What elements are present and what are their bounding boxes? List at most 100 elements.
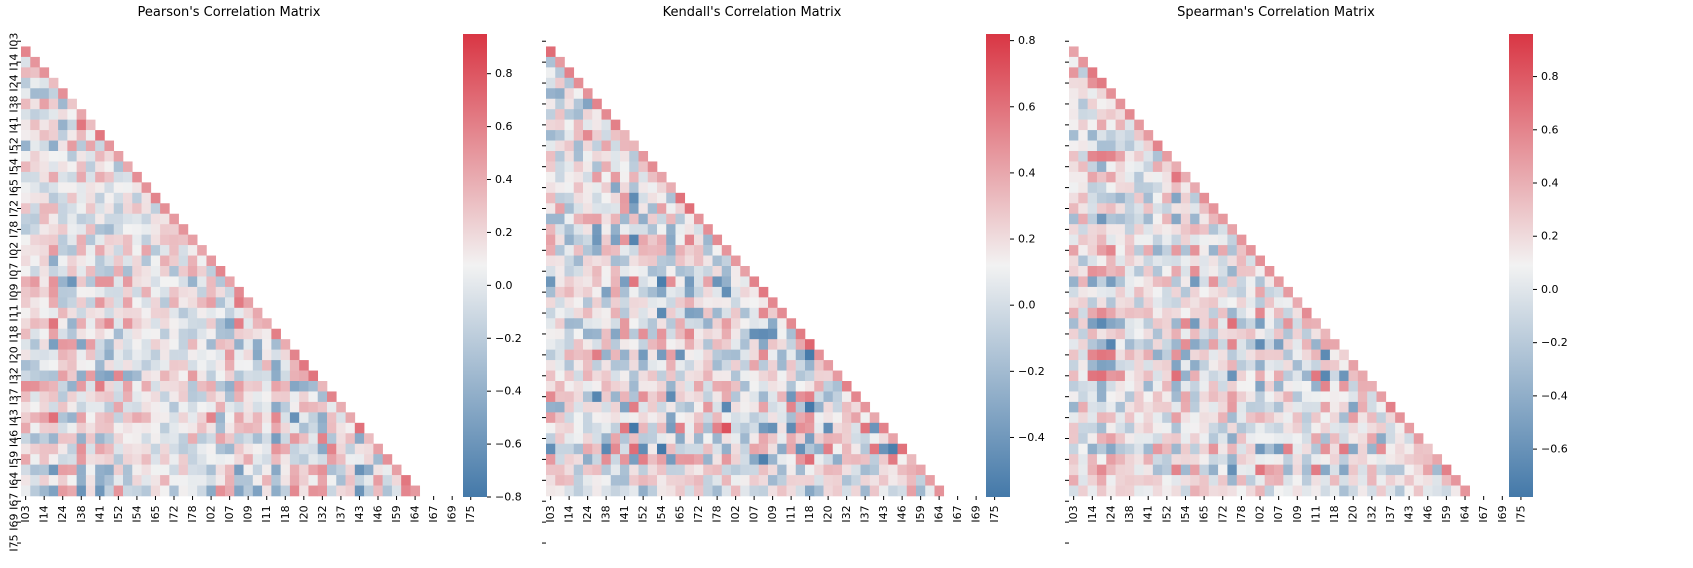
heatmap-cell — [197, 454, 207, 465]
heatmap-cell — [768, 328, 778, 340]
heatmap-cell — [1227, 318, 1238, 330]
heatmap-cell — [657, 255, 667, 267]
heatmap-cell — [206, 307, 217, 319]
heatmap-cell — [1134, 433, 1144, 445]
heatmap-cell — [1367, 454, 1377, 465]
heatmap-cell — [888, 443, 898, 455]
heatmap-cell — [657, 307, 667, 319]
heatmap-cell — [1348, 485, 1359, 497]
heatmap-cell — [758, 454, 769, 465]
heatmap-cell — [30, 286, 40, 298]
heatmap-cell — [39, 255, 50, 267]
x-tick-label: I78 — [1235, 505, 1248, 522]
heatmap-cell — [252, 433, 263, 445]
heatmap-cell — [215, 266, 226, 277]
heatmap-cell — [814, 349, 824, 361]
heatmap-cell — [141, 307, 152, 319]
heatmap-cell — [113, 464, 124, 476]
heatmap-cell — [629, 443, 639, 455]
heatmap-cell — [113, 192, 124, 204]
heatmap-cell — [1376, 433, 1387, 445]
heatmap-cell — [795, 412, 806, 424]
heatmap-cell — [573, 485, 584, 497]
heatmap-cell — [1218, 464, 1228, 476]
heatmap-cell — [48, 485, 59, 497]
heatmap-cell — [777, 443, 787, 455]
heatmap-cell — [684, 318, 695, 330]
heatmap-cell — [1218, 224, 1228, 235]
heatmap-cell — [39, 349, 50, 361]
heatmap-cell — [564, 422, 575, 434]
heatmap-cell — [1134, 255, 1144, 267]
heatmap-cell — [1152, 307, 1163, 319]
y-tick-label: I67 — [8, 493, 21, 510]
heatmap-cell — [243, 370, 254, 382]
colorbar-tick-label: 0.6 — [495, 120, 513, 133]
heatmap-cell — [1218, 318, 1228, 330]
heatmap-cell — [647, 234, 658, 246]
heatmap-cell — [95, 443, 105, 455]
heatmap-cell — [629, 475, 639, 486]
heatmap-cell — [48, 109, 59, 120]
heatmap-cell — [132, 297, 142, 309]
heatmap-cell — [85, 130, 96, 141]
heatmap-cell — [592, 245, 602, 256]
y-tick-label: I14 — [8, 54, 21, 71]
heatmap-cell — [48, 401, 59, 413]
heatmap-cell — [39, 203, 50, 215]
heatmap-cell — [592, 370, 602, 382]
heatmap-cell — [832, 381, 843, 392]
heatmap-cell — [1124, 464, 1135, 476]
heatmap-cell — [271, 475, 281, 486]
heatmap-cell — [1367, 412, 1377, 424]
heatmap-cell — [187, 412, 198, 424]
heatmap-cell — [104, 391, 115, 403]
heatmap-cell — [666, 266, 676, 277]
heatmap-cell — [113, 297, 124, 309]
heatmap-cell — [1227, 401, 1238, 413]
heatmap-cell — [317, 401, 328, 413]
heatmap-cell — [1078, 98, 1088, 110]
heatmap-cell — [150, 224, 161, 235]
heatmap-cell — [67, 234, 77, 246]
heatmap-cell — [141, 433, 152, 445]
heatmap-cell — [67, 318, 77, 330]
heatmap-cell — [1134, 485, 1144, 497]
heatmap-cell — [67, 255, 77, 267]
heatmap-cell — [1264, 297, 1275, 309]
heatmap-cell — [1460, 485, 1470, 497]
heatmap-cell — [1124, 130, 1135, 141]
heatmap-cell — [289, 370, 300, 382]
heatmap-cell — [132, 412, 142, 424]
heatmap-cell — [95, 454, 105, 465]
heatmap-cell — [1246, 485, 1256, 497]
heatmap-cell — [814, 370, 824, 382]
heatmap-cell — [712, 307, 723, 319]
heatmap-cell — [1115, 328, 1126, 340]
heatmap-cell — [1292, 370, 1303, 382]
heatmap-cell — [21, 77, 31, 89]
heatmap-cell — [113, 422, 124, 434]
heatmap-cell — [169, 286, 179, 298]
heatmap-cell — [1199, 475, 1210, 486]
heatmap-cell — [48, 297, 59, 309]
heatmap-cell — [749, 401, 760, 413]
heatmap-cell — [573, 443, 584, 455]
heatmap-cell — [703, 401, 713, 413]
heatmap-cell — [1227, 485, 1238, 497]
heatmap-cell — [280, 370, 291, 382]
x-tick-label: I54 — [655, 505, 668, 522]
heatmap-cell — [1134, 151, 1144, 162]
heatmap-cell — [160, 370, 170, 382]
heatmap-cell — [749, 307, 760, 319]
heatmap-cell — [30, 140, 40, 152]
colorbar-tick-label: −0.8 — [495, 491, 522, 504]
heatmap-cell — [206, 297, 217, 309]
heatmap-cell — [823, 485, 834, 497]
heatmap-cell — [58, 328, 68, 340]
heatmap-cell — [879, 485, 889, 497]
heatmap-cell — [666, 412, 676, 424]
heatmap-cell — [1255, 391, 1265, 403]
heatmap-cell — [1227, 349, 1238, 361]
heatmap-cell — [1106, 98, 1116, 110]
